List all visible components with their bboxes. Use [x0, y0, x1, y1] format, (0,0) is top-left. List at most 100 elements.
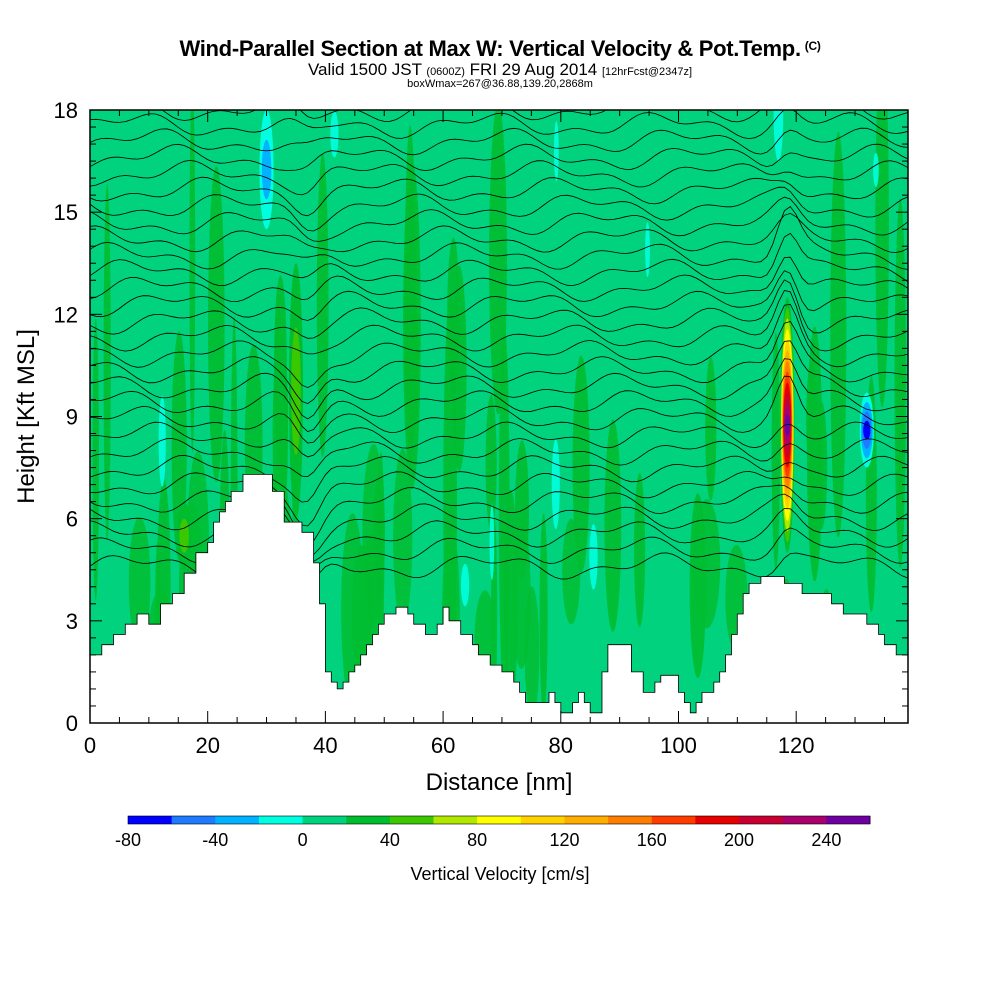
- isentrope-line: [90, 321, 908, 405]
- colorbar-segment: [477, 816, 522, 824]
- colorbar-tick-label: 240: [811, 830, 841, 850]
- y-tick-label: 15: [54, 200, 78, 225]
- y-tick-label: 0: [66, 711, 78, 736]
- w-streak: [316, 153, 329, 457]
- isentrope-line: [90, 127, 908, 156]
- isentrope-line: [90, 303, 908, 389]
- w-streak: [539, 513, 548, 715]
- y-tick-label: 6: [66, 507, 78, 532]
- isentrope-line: [90, 375, 908, 444]
- colorbar-segment: [826, 816, 871, 824]
- colorbar-tick-label: 0: [298, 830, 308, 850]
- colorbar-tick-label: 200: [724, 830, 754, 850]
- w-downdraft: [460, 563, 470, 607]
- w-streak: [830, 131, 847, 538]
- w-feature-contour: [179, 518, 189, 553]
- chart-subtitle: Valid 1500 JST (0600Z) FRI 29 Aug 2014 […: [307, 60, 693, 79]
- w-lowlevel-cell: [393, 448, 413, 627]
- isentrope-line: [90, 143, 908, 172]
- w-streak: [572, 355, 590, 574]
- x-tick-label: 100: [660, 733, 697, 758]
- x-tick-label: 0: [84, 733, 96, 758]
- chart-box-info: boxWmax=267@36.88,139.20,2868m: [407, 78, 593, 90]
- w-downdraft: [330, 111, 339, 158]
- colorbar-tick-label: -80: [115, 830, 141, 850]
- w-streak: [705, 356, 717, 501]
- x-axis-label: Distance [nm]: [426, 769, 573, 796]
- colorbar-segment: [128, 816, 173, 824]
- colorbar-segment: [651, 816, 696, 824]
- colorbar-segment: [389, 816, 435, 824]
- isentrope-line: [90, 290, 908, 355]
- colorbar-segment: [258, 816, 304, 824]
- isentrope-line: [90, 159, 908, 196]
- w-feature-contour: [261, 139, 272, 200]
- w-streak: [103, 183, 111, 541]
- isentrope-line: [90, 270, 908, 321]
- x-tick-label: 120: [778, 733, 815, 758]
- w-lowlevel-cell: [524, 586, 540, 718]
- isentrope-line: [90, 279, 908, 339]
- w-downdraft: [873, 152, 879, 188]
- colorbar-segment: [171, 816, 216, 824]
- isentrope-line: [90, 110, 908, 140]
- x-tick-label: 80: [549, 733, 573, 758]
- isentrope-line: [90, 232, 908, 287]
- colorbar-segment: [695, 816, 740, 824]
- colorbar-tick-label: 40: [380, 830, 400, 850]
- colorbar-segment: [564, 816, 609, 824]
- w-feature-contour: [291, 327, 301, 455]
- isentrope-line: [90, 196, 908, 242]
- w-streak: [875, 110, 889, 408]
- y-tick-label: 3: [66, 609, 78, 634]
- w-downdraft: [773, 110, 784, 162]
- isentrope-line: [161, 110, 908, 123]
- colorbar-segment: [782, 816, 827, 824]
- w-streak: [489, 110, 507, 415]
- x-tick-label: 20: [195, 733, 219, 758]
- colorbar-segment: [346, 816, 391, 824]
- isentrope-line: [90, 358, 908, 433]
- chart-title: Wind-Parallel Section at Max W: Vertical…: [179, 36, 821, 61]
- isentrope-line: [90, 186, 908, 232]
- plot-layer: [90, 74, 908, 723]
- isentrope-line: [90, 438, 908, 478]
- w-streak: [604, 419, 622, 632]
- w-downdraft: [589, 523, 598, 590]
- isentrope-line: [90, 74, 908, 108]
- w-streak: [806, 359, 818, 478]
- w-streak: [408, 283, 419, 441]
- w-downdraft: [158, 395, 166, 487]
- x-tick-label: 40: [313, 733, 337, 758]
- colorbar-label: Vertical Velocity [cm/s]: [410, 864, 589, 884]
- isentrope-line: [90, 176, 908, 217]
- w-lowlevel-cell: [362, 444, 386, 624]
- isentrope-line: [90, 484, 908, 545]
- isentrope-line: [90, 470, 908, 527]
- w-streak: [189, 110, 196, 453]
- colorbar-tick-label: 80: [467, 830, 487, 850]
- w-downdraft: [553, 120, 559, 182]
- colorbar-segment: [520, 816, 565, 824]
- w-streak: [815, 401, 828, 530]
- colorbar-segment: [302, 816, 347, 824]
- isentrope-line: [90, 454, 908, 503]
- y-tick-label: 18: [54, 98, 78, 123]
- x-tick-label: 60: [431, 733, 455, 758]
- colorbar-segment: [608, 816, 653, 824]
- isentrope-line: [90, 205, 908, 270]
- w-streak: [92, 318, 99, 601]
- colorbar-tick-label: 160: [637, 830, 667, 850]
- w-downdraft: [645, 222, 650, 278]
- y-tick-label: 9: [66, 405, 78, 430]
- isentrope-line: [90, 212, 908, 253]
- y-axis-label: Height [Kft MSL]: [13, 329, 40, 504]
- terrain-mask: [90, 474, 908, 723]
- colorbar-tick-label: -40: [202, 830, 228, 850]
- w-downdraft: [551, 438, 560, 530]
- colorbar-frame: [127, 815, 871, 825]
- w-streak: [634, 472, 646, 628]
- colorbar-tick-label: 120: [549, 830, 579, 850]
- y-tick-label: 12: [54, 302, 78, 327]
